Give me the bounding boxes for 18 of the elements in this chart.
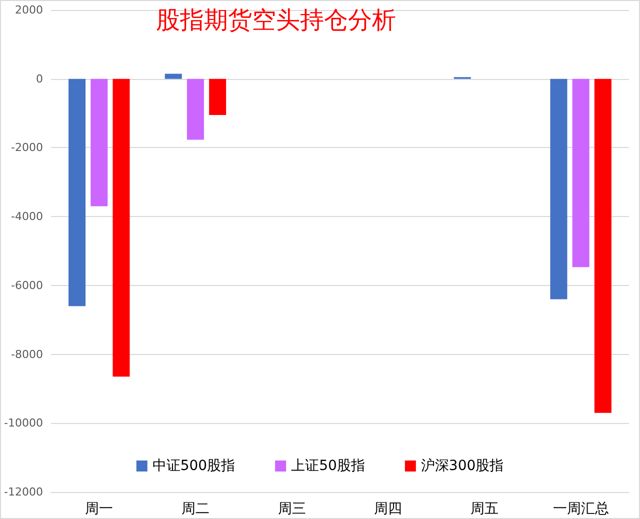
y-tick-label: -2000 bbox=[10, 141, 43, 154]
x-tick-label: 周三 bbox=[278, 501, 306, 517]
legend-label: 上证50股指 bbox=[291, 458, 365, 474]
y-tick-label: -8000 bbox=[10, 348, 43, 361]
legend-label: 中证500股指 bbox=[152, 458, 236, 474]
y-tick-label: -6000 bbox=[10, 278, 43, 292]
x-tick-label: 周二 bbox=[181, 501, 210, 517]
y-tick-label: 2000 bbox=[14, 4, 43, 16]
legend-label: 沪深300股指 bbox=[420, 458, 504, 474]
x-tick-label: 周五 bbox=[470, 501, 498, 517]
chart-title: 股指期货空头持仓分析 bbox=[156, 6, 396, 34]
x-tick-label: 周四 bbox=[374, 501, 402, 517]
x-tick-label: 一周汇总 bbox=[552, 501, 609, 517]
x-tick-label: 周一 bbox=[85, 501, 114, 517]
y-tick-label: -10000 bbox=[4, 416, 43, 430]
y-tick-label: -12000 bbox=[4, 486, 43, 498]
y-tick-label: 0 bbox=[36, 72, 43, 86]
y-tick-label: -4000 bbox=[10, 210, 43, 224]
